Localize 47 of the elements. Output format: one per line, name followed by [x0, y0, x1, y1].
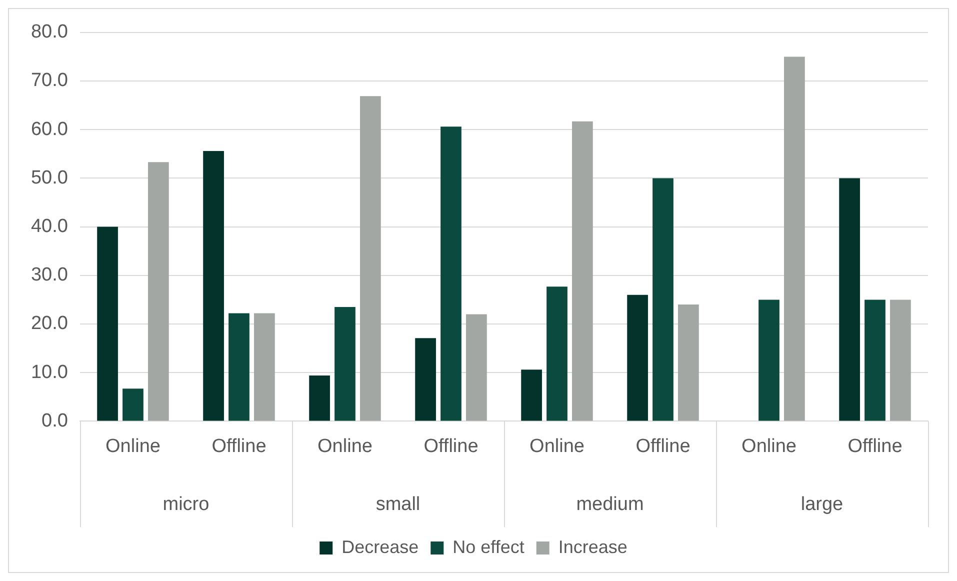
y-tick-label: 70.0 [30, 70, 68, 92]
x-tick-label: Offline [636, 436, 690, 457]
text: large [800, 494, 844, 516]
bar [415, 338, 436, 421]
bar [839, 178, 860, 421]
y-tick-label: 30.0 [30, 264, 68, 286]
y-tick-label: 10.0 [30, 362, 68, 383]
y-tick-label: 0.0 [42, 410, 68, 432]
bar [309, 376, 330, 421]
bar [360, 96, 381, 421]
x-tick-label: Offline [212, 436, 266, 457]
bar [652, 178, 674, 421]
bar [466, 314, 487, 421]
bar [254, 313, 275, 421]
y-tick-label: 40.0 [30, 216, 68, 238]
x-tick-label: Online [530, 436, 584, 457]
bar [97, 226, 118, 421]
text: micro [162, 494, 210, 516]
bar [784, 56, 805, 421]
y-tick-label: 60.0 [30, 118, 68, 140]
text: medium [576, 494, 644, 516]
bar [148, 162, 169, 421]
x-tick-label: Online [106, 436, 160, 457]
bar [546, 286, 568, 421]
legend-label: No effect [452, 536, 524, 557]
bar [890, 300, 911, 421]
x-tick-label: Offline [424, 436, 478, 457]
bar [678, 304, 699, 421]
bar [864, 300, 886, 421]
x-tick-label: Online [318, 436, 372, 457]
x-tick-label: Offline [848, 436, 902, 457]
bar [334, 306, 356, 421]
bar [572, 121, 593, 421]
bar [758, 300, 780, 421]
bar [203, 150, 224, 421]
legend-label: Increase [558, 536, 628, 557]
y-tick-label: 50.0 [30, 167, 68, 188]
bar [627, 294, 648, 421]
y-tick-label: 20.0 [30, 313, 68, 334]
legend-label: Decrease [342, 536, 419, 557]
y-tick-label: 80.0 [30, 22, 68, 43]
x-tick-label: Online [742, 436, 796, 457]
bar [440, 126, 462, 421]
bar [521, 370, 542, 421]
bar [228, 313, 250, 421]
text: small [376, 494, 420, 516]
bar [122, 388, 144, 421]
